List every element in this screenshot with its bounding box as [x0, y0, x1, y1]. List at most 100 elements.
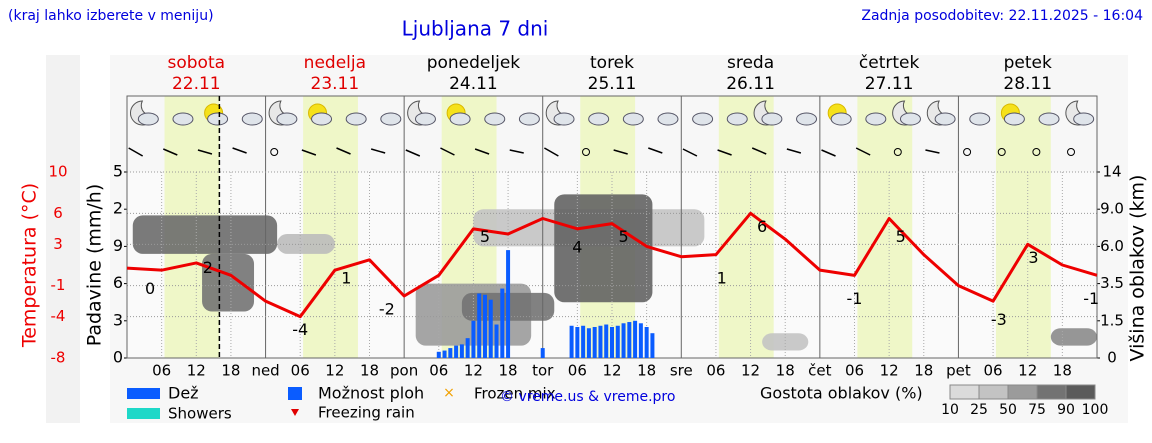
calm-icon — [1032, 148, 1041, 156]
calm-icon — [997, 148, 1006, 156]
cloud-tick-label: 1.5 — [1100, 311, 1124, 329]
density-swatch — [978, 384, 1009, 400]
density-label: 75 — [1028, 402, 1046, 418]
rain-bar — [638, 323, 643, 358]
wind-barb — [163, 148, 178, 156]
cloud-icon — [969, 112, 991, 126]
cloud-icon — [692, 112, 714, 126]
wind-barb — [544, 147, 559, 157]
x-tick-label: 12 — [741, 362, 760, 380]
cloud-icon — [796, 112, 818, 126]
legend-showers-swatch — [127, 408, 160, 419]
x-tick-label: 18 — [637, 362, 656, 380]
cloud-icon — [484, 112, 506, 126]
temperature-line — [126, 211, 1098, 319]
cloud-icon — [380, 112, 402, 126]
x-tick-label: 12 — [602, 362, 621, 380]
x-tick-label: 18 — [221, 362, 240, 380]
wind-barb — [405, 149, 421, 157]
credit: © vreme.us & vreme.pro — [500, 389, 675, 405]
temp-label: 1 — [717, 269, 727, 288]
x-tick-label: pet — [946, 362, 971, 380]
wind-barb — [682, 148, 698, 157]
x-tick-label: 18 — [776, 362, 795, 380]
cloud-icon — [518, 112, 540, 126]
rain-bar — [581, 325, 586, 358]
cloud-layer — [277, 234, 335, 254]
temp-label: -3 — [991, 310, 1007, 329]
rain-bar — [650, 333, 655, 358]
wind-barb — [717, 149, 732, 156]
cloud-icon — [622, 112, 644, 126]
density-swatch — [1036, 384, 1067, 400]
rain-bar — [610, 327, 614, 358]
updated: Zadnja posodobitev: 22.11.2025 - 16:04 — [861, 8, 1143, 24]
cloud-icon — [1073, 112, 1095, 126]
density-label: 10 — [941, 402, 959, 418]
temp-label: -4 — [292, 320, 308, 339]
rain-bar — [500, 288, 505, 358]
day-date: 25.11 — [588, 74, 637, 94]
legend-freezing: Freezing rain — [318, 404, 415, 422]
cloud-icon — [588, 112, 610, 126]
x-tick-label: čet — [808, 362, 831, 380]
x-tick-label: 06 — [984, 362, 1003, 380]
daylight-band — [303, 96, 358, 358]
temp-tick-label: -1 — [51, 276, 66, 294]
cloud-tick-label: 3.5 — [1100, 274, 1124, 292]
cloud-icon — [345, 112, 367, 126]
x-tick-label: 06 — [845, 362, 864, 380]
temp-tick-label: -4 — [51, 307, 66, 325]
temp-label: 3 — [1028, 248, 1038, 267]
cloud-icon — [276, 112, 298, 126]
temp-tick-label: -8 — [51, 349, 66, 367]
precip-tick-label: 6 — [113, 273, 123, 292]
wind-barb — [613, 149, 628, 155]
cloud-icon — [934, 112, 956, 126]
cloud-tick-label: 6.0 — [1100, 237, 1124, 255]
density-label: 100 — [1082, 402, 1109, 418]
temp-tick-label: 3 — [53, 235, 63, 253]
day-name: petek — [1004, 53, 1052, 73]
day-date: 22.11 — [172, 74, 221, 94]
x-tick-label: pon — [390, 362, 418, 380]
legend-frozen-icon: × — [443, 385, 455, 401]
temp-label: 1 — [341, 269, 351, 288]
legend-chance: Možnost ploh — [318, 384, 424, 403]
density-label: 25 — [970, 402, 988, 418]
rain-bar — [540, 348, 545, 358]
wind-barb — [786, 148, 802, 154]
x-tick-label: 06 — [152, 362, 171, 380]
cloud-icon — [311, 112, 333, 126]
temp-label: -1 — [847, 289, 863, 308]
legend-rain-swatch — [127, 388, 160, 399]
rain-bar — [448, 348, 453, 358]
day-date: 24.11 — [449, 74, 498, 94]
rain-bar — [482, 294, 487, 358]
day-date: 23.11 — [311, 74, 360, 94]
density-label: 90 — [1057, 402, 1075, 418]
cloud-icon — [899, 112, 921, 126]
x-tick-label: 12 — [187, 362, 206, 380]
day-name: sobota — [168, 53, 226, 73]
rain-bar — [471, 320, 476, 358]
calm-icon — [893, 148, 902, 156]
wind-barb — [301, 149, 317, 156]
cloud-layer — [132, 215, 278, 254]
rain-bar — [442, 350, 447, 358]
density-label: 50 — [999, 402, 1017, 418]
x-tick-label: 12 — [1018, 362, 1037, 380]
rain-bar — [604, 324, 609, 358]
temp-axis-title: Temperatura (°C) — [19, 183, 41, 348]
day-name: četrtek — [859, 53, 920, 73]
day-name: ponedeljek — [427, 53, 521, 73]
rain-bar — [459, 344, 464, 358]
wind-barb — [370, 148, 386, 154]
cloud-icon — [1038, 112, 1060, 126]
x-tick-label: 06 — [429, 362, 448, 380]
x-tick-label: 06 — [291, 362, 310, 380]
temp-label: 5 — [618, 227, 628, 246]
rain-bar — [592, 327, 597, 358]
x-tick-label: tor — [532, 362, 554, 380]
rain-bar — [488, 299, 493, 358]
